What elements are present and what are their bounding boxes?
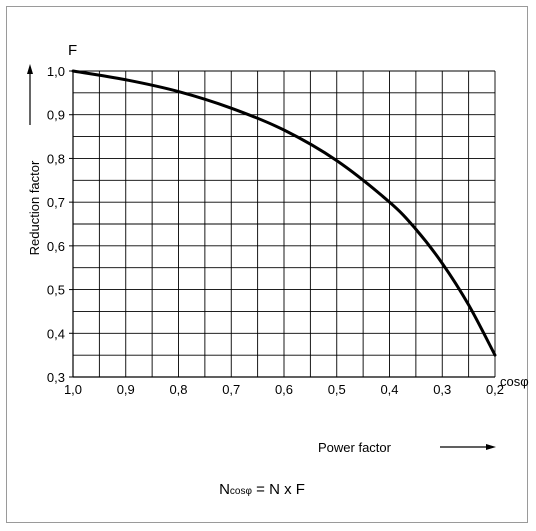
y-tick-label: 0,6: [47, 239, 65, 254]
y-axis-arrow: [27, 64, 33, 125]
formula-subscript: cosφ: [229, 486, 252, 497]
y-tick-labels: 0,3 0,4 0,5 0,6 0,7 0,8 0,9 1,0: [47, 64, 73, 385]
axes: [72, 71, 495, 378]
grid: [72, 70, 496, 378]
y-axis-label: Reduction factor: [27, 160, 42, 255]
x-tick-labels: 1,0 0,9 0,8 0,7 0,6 0,5 0,4 0,3 0,2: [64, 382, 504, 397]
x-tick-label: 0,9: [117, 382, 135, 397]
x-tick-label: 0,5: [328, 382, 346, 397]
formula-rhs: = N x F: [251, 481, 305, 498]
y-tick-label: 0,9: [47, 108, 65, 123]
x-tick-label: 0,3: [433, 382, 451, 397]
formula: Ncosφ = N x F: [219, 481, 305, 498]
x-tick-label: 0,7: [222, 382, 240, 397]
y-tick-label: 0,3: [47, 370, 65, 385]
figure-frame: [6, 6, 528, 523]
x-axis-label: Power factor: [318, 440, 392, 455]
y-axis-symbol: F: [68, 42, 77, 59]
x-tick-label: 0,8: [169, 382, 187, 397]
x-axis-arrow: [440, 444, 496, 450]
y-tick-label: 0,5: [47, 283, 65, 298]
y-tick-label: 0,7: [47, 195, 65, 210]
formula-lhs: N: [219, 481, 230, 498]
x-tick-label: 0,4: [380, 382, 398, 397]
y-tick-label: 1,0: [47, 64, 65, 79]
x-axis-symbol: cosφ: [500, 374, 529, 389]
x-tick-label: 0,2: [486, 382, 504, 397]
x-tick-label: 1,0: [64, 382, 82, 397]
x-tick-label: 0,6: [275, 382, 293, 397]
reduction-factor-curve: [71, 69, 497, 357]
y-tick-label: 0,8: [47, 151, 65, 166]
y-tick-label: 0,4: [47, 326, 65, 341]
